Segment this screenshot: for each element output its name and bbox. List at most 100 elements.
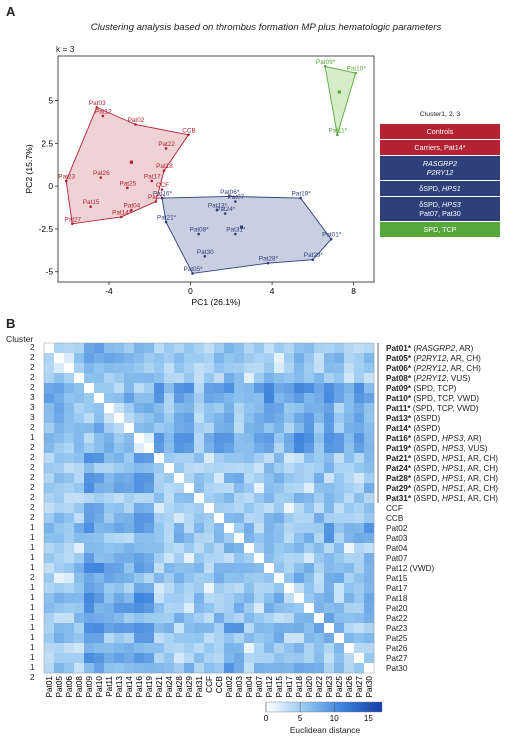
heatmap-cell — [324, 483, 335, 494]
column-label: Pat17 — [285, 676, 294, 698]
heatmap-cell — [114, 523, 125, 534]
cluster-number: 2 — [30, 383, 35, 392]
heatmap-cell — [324, 553, 335, 564]
heatmap-cell — [54, 413, 65, 424]
heatmap-cell — [154, 643, 165, 654]
heatmap-cell — [54, 363, 65, 374]
heatmap-cell — [44, 573, 55, 584]
heatmap-cell — [204, 593, 215, 604]
heatmap-cell — [144, 603, 155, 614]
heatmap-cell — [164, 543, 175, 554]
heatmap-cell — [104, 433, 115, 444]
heatmap-cell — [324, 563, 335, 574]
heatmap-cell — [114, 563, 125, 574]
row-label: Pat20 — [386, 603, 408, 613]
heatmap-cell — [304, 453, 315, 464]
row-label: Pat03 — [386, 533, 408, 543]
heatmap-cell — [354, 393, 365, 404]
heatmap-cell — [114, 623, 125, 634]
point-label: CCF — [156, 182, 169, 189]
heatmap-cell — [154, 473, 165, 484]
heatmap-cell — [204, 433, 215, 444]
heatmap-cell — [244, 383, 255, 394]
heatmap-cell — [104, 393, 115, 404]
heatmap-cell — [154, 453, 165, 464]
heatmap-cell — [194, 593, 205, 604]
heatmap-cell — [44, 403, 55, 414]
heatmap-cell — [184, 443, 195, 454]
heatmap-cell — [254, 473, 265, 484]
heatmap-cell — [284, 533, 295, 544]
heatmap-cell — [314, 393, 325, 404]
heatmap-cell — [264, 583, 275, 594]
point-label: Pat19* — [292, 191, 312, 198]
heatmap-cell — [84, 553, 95, 564]
heatmap-cell — [144, 563, 155, 574]
heatmap-cell — [94, 423, 105, 434]
heatmap-cell — [144, 663, 155, 674]
column-label: Pat21 — [155, 676, 164, 698]
column-label: Pat22 — [315, 676, 324, 698]
heatmap-cell — [244, 403, 255, 414]
heatmap-cell — [184, 543, 195, 554]
heatmap-cell — [274, 523, 285, 534]
heatmap-cell — [324, 373, 335, 384]
heatmap-cell — [264, 393, 275, 404]
heatmap-cell — [214, 653, 225, 664]
heatmap-cell — [104, 403, 115, 414]
heatmap-cell — [314, 633, 325, 644]
heatmap-cell — [364, 633, 375, 644]
point-label: Pat02 — [128, 117, 145, 124]
heatmap-cell — [164, 593, 175, 604]
heatmap-cell — [324, 513, 335, 524]
heatmap-cell — [314, 643, 325, 654]
heatmap-cell — [184, 473, 195, 484]
heatmap-cell — [44, 623, 55, 634]
heatmap-cell — [284, 383, 295, 394]
cluster-number: 1 — [30, 633, 35, 642]
heatmap-cell — [314, 543, 325, 554]
heatmap-cell — [64, 373, 75, 384]
data-point — [89, 205, 92, 208]
heatmap-cell — [44, 383, 55, 394]
heatmap-cell — [154, 553, 165, 564]
heatmap-cell — [204, 363, 215, 374]
heatmap-cell — [254, 543, 265, 554]
heatmap-cell — [244, 563, 255, 574]
heatmap-cell — [284, 503, 295, 514]
heatmap-cell — [164, 383, 175, 394]
heatmap-cell — [274, 573, 285, 584]
heatmap-cell — [74, 433, 85, 444]
heatmap-cell — [154, 513, 165, 524]
heatmap-cell — [124, 653, 135, 664]
heatmap-cell — [54, 633, 65, 644]
heatmap-cell — [214, 353, 225, 364]
heatmap-cell — [364, 553, 375, 564]
heatmap-cell — [164, 623, 175, 634]
heatmap-cell — [104, 513, 115, 524]
heatmap-cell — [144, 433, 155, 444]
heatmap-cell — [144, 493, 155, 504]
heatmap-cell — [204, 633, 215, 644]
cluster-number: 2 — [30, 573, 35, 582]
heatmap-cell — [224, 483, 235, 494]
cluster-number: 1 — [30, 613, 35, 622]
heatmap-cell — [324, 663, 335, 674]
heatmap-cell — [144, 443, 155, 454]
heatmap-cell — [324, 603, 335, 614]
heatmap-cell — [224, 343, 235, 354]
heatmap-cell — [344, 533, 355, 544]
heatmap-cell — [94, 553, 105, 564]
heatmap-cell — [114, 493, 125, 504]
heatmap-cell — [334, 623, 345, 634]
heatmap-cell — [104, 383, 115, 394]
point-label: Pat21* — [157, 215, 177, 222]
point-label: Pat04 — [124, 203, 141, 210]
heatmap-cell — [344, 513, 355, 524]
heatmap-cell — [64, 513, 75, 524]
heatmap-cell — [214, 543, 225, 554]
legend-item-text: RASGRP2 — [422, 159, 458, 168]
point-label: Pat22 — [158, 141, 175, 148]
heatmap-cell — [184, 653, 195, 664]
heatmap-cell — [294, 383, 305, 394]
